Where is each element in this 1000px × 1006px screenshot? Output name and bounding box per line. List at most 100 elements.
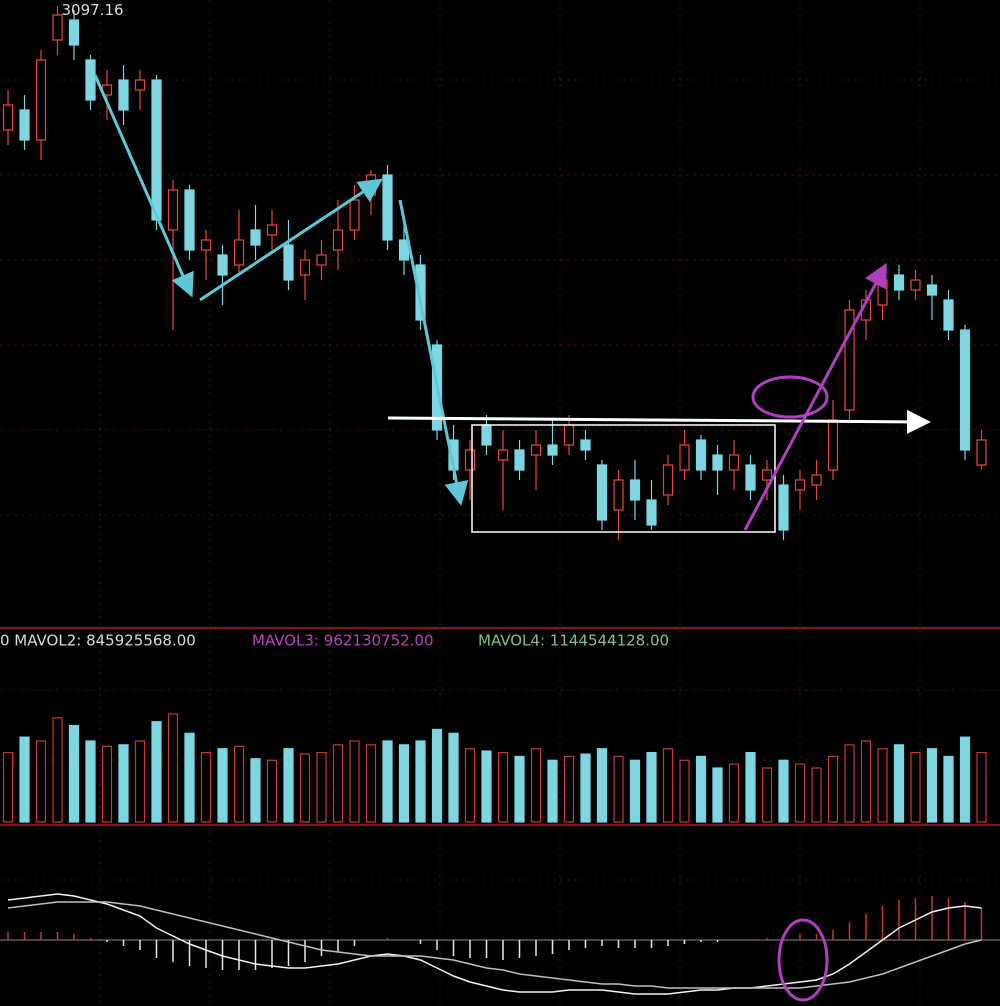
candle-body bbox=[167, 189, 179, 231]
candle-body bbox=[250, 229, 261, 246]
volume-bar bbox=[35, 740, 47, 823]
high-label: 3097.16 bbox=[62, 1, 124, 19]
volume-bar bbox=[613, 755, 624, 823]
candle-body bbox=[712, 454, 723, 471]
volume-bar bbox=[959, 736, 971, 823]
volume-bar bbox=[827, 755, 839, 823]
volume-bar bbox=[464, 748, 476, 823]
candle-body bbox=[662, 464, 674, 496]
volume-bar bbox=[580, 753, 591, 823]
candle-body bbox=[580, 439, 591, 451]
volume-bar bbox=[398, 744, 410, 823]
volume-bar bbox=[431, 728, 443, 823]
candle-body bbox=[943, 299, 954, 331]
volume-bar bbox=[811, 767, 822, 823]
volume-bar bbox=[943, 755, 954, 823]
candle-body bbox=[976, 439, 987, 466]
breakout-line bbox=[387, 409, 931, 434]
candle-body bbox=[728, 454, 740, 471]
trend-arrow bbox=[199, 178, 384, 302]
volume-bar bbox=[68, 724, 80, 823]
volume-bar bbox=[530, 748, 542, 823]
candle-body bbox=[563, 424, 575, 446]
candle-body bbox=[926, 284, 938, 296]
candle-body bbox=[266, 224, 278, 236]
candle-body bbox=[530, 444, 542, 456]
highlight-ellipse bbox=[777, 918, 829, 1002]
candle-body bbox=[893, 274, 905, 291]
volume-bar bbox=[745, 751, 756, 823]
legend-label: MAVOL3: 962130752.00 bbox=[252, 632, 434, 650]
candle-body bbox=[233, 239, 245, 266]
volume-bar bbox=[233, 745, 245, 823]
volume-bar bbox=[860, 740, 872, 823]
candle-body bbox=[151, 79, 162, 221]
candle-body bbox=[596, 464, 608, 521]
candle-body bbox=[118, 79, 129, 111]
candle-body bbox=[745, 464, 756, 491]
candle-body bbox=[415, 264, 426, 321]
volume-bar bbox=[184, 732, 195, 823]
volume-bar bbox=[250, 758, 261, 823]
volume-bar bbox=[844, 744, 855, 823]
volume-bar bbox=[563, 755, 575, 823]
candle-body bbox=[217, 254, 228, 276]
candle-body bbox=[2, 104, 14, 131]
trend-arrow bbox=[93, 74, 194, 298]
volume-bar bbox=[118, 744, 129, 823]
volume-bar bbox=[415, 740, 426, 823]
volume-bar bbox=[596, 748, 608, 823]
candle-body bbox=[316, 254, 327, 266]
volume-bar bbox=[976, 751, 987, 823]
volume-bar bbox=[101, 745, 113, 823]
volume-bar bbox=[448, 732, 459, 823]
candle-body bbox=[646, 499, 657, 526]
candle-body bbox=[19, 109, 30, 141]
volume-bar bbox=[662, 748, 674, 823]
candle-body bbox=[794, 479, 806, 491]
marks: 3097.16 bbox=[2, 1, 987, 995]
volume-bar bbox=[629, 759, 641, 823]
volume-bar bbox=[349, 740, 360, 823]
candle-body bbox=[695, 439, 707, 471]
volume-bar bbox=[332, 744, 344, 823]
volume-bar bbox=[497, 751, 509, 823]
candle-body bbox=[481, 424, 492, 446]
macd-line bbox=[7, 901, 982, 989]
candle-body bbox=[514, 449, 525, 471]
candle-body bbox=[959, 329, 971, 451]
candle-body bbox=[382, 174, 393, 241]
candle-body bbox=[547, 444, 558, 456]
candle-body bbox=[679, 444, 690, 471]
volume-bar bbox=[200, 751, 212, 823]
volume-bar bbox=[151, 721, 162, 823]
candle-body bbox=[35, 59, 47, 141]
volume-bar bbox=[52, 717, 63, 823]
volume-bar bbox=[695, 755, 707, 823]
highlight-ellipse bbox=[751, 375, 829, 419]
volume-bar bbox=[283, 748, 294, 823]
volume-bar bbox=[382, 740, 393, 823]
volume-bar bbox=[547, 759, 558, 823]
trend-arrow bbox=[398, 199, 469, 506]
candle-body bbox=[85, 59, 96, 101]
candle-body bbox=[761, 469, 773, 481]
legend-label: 0 MAVOL2: 845925568.00 bbox=[0, 632, 196, 650]
volume-bar bbox=[679, 759, 690, 823]
candle-body bbox=[910, 279, 921, 291]
candle-body bbox=[184, 189, 195, 251]
volume-bar bbox=[761, 767, 773, 823]
volume-bar bbox=[728, 763, 740, 823]
candle-body bbox=[778, 484, 789, 531]
candle-body bbox=[200, 239, 212, 251]
candle-body bbox=[811, 474, 822, 486]
range-box bbox=[471, 424, 776, 533]
candle-body bbox=[629, 479, 641, 501]
candle-body bbox=[134, 79, 146, 91]
volume-bar bbox=[893, 744, 905, 823]
candle-body bbox=[299, 259, 311, 276]
volume-bar bbox=[19, 736, 30, 823]
volume-bar bbox=[134, 740, 146, 823]
volume-bar bbox=[910, 751, 921, 823]
